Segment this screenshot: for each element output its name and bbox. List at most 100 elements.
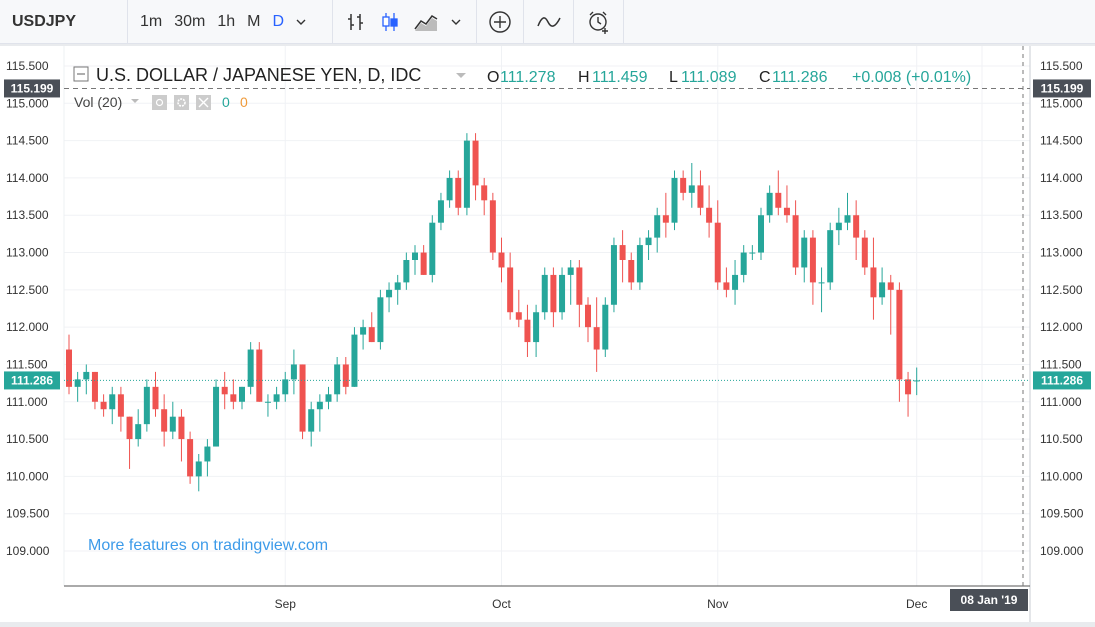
interval-30m[interactable]: 30m xyxy=(174,13,206,30)
candle xyxy=(697,170,704,216)
compare-symbol xyxy=(477,0,524,44)
area-chart-icon[interactable] xyxy=(413,11,439,33)
y-tick-label-right: 114.000 xyxy=(1040,171,1083,185)
candle-body xyxy=(334,364,341,395)
candle xyxy=(879,267,886,305)
candle-body xyxy=(420,252,427,275)
chevron-down-icon[interactable] xyxy=(131,99,139,103)
candle-body xyxy=(169,416,176,432)
candle-body xyxy=(610,245,617,305)
candle xyxy=(593,297,600,372)
candle xyxy=(74,371,81,402)
candle xyxy=(403,252,410,290)
y-tick-label-right: 109.000 xyxy=(1040,544,1084,558)
candle-body xyxy=(308,409,315,432)
candle xyxy=(169,401,176,440)
candle-body xyxy=(645,237,652,246)
y-tick-label-left: 110.500 xyxy=(6,432,49,446)
candle-body xyxy=(559,274,566,313)
candle xyxy=(861,230,868,275)
indicators xyxy=(524,0,574,44)
candle-body xyxy=(377,297,384,343)
volume-value-1: 0 xyxy=(222,94,230,110)
candle xyxy=(905,371,912,417)
chevron-down-icon[interactable] xyxy=(456,73,466,78)
y-tick-label-left: 111.500 xyxy=(6,357,48,371)
candle-body xyxy=(550,274,557,313)
candle-body xyxy=(680,177,687,193)
interval-day[interactable]: D xyxy=(272,13,285,30)
add-circle-icon[interactable] xyxy=(488,10,512,34)
candle xyxy=(463,133,470,216)
candle-body xyxy=(835,222,842,231)
x-tick-label: Nov xyxy=(707,597,728,611)
candle xyxy=(818,267,825,313)
candle xyxy=(264,394,271,417)
interval-month[interactable]: M xyxy=(247,13,261,30)
indicator-wave-icon[interactable] xyxy=(536,12,562,32)
high-value: 111.459 xyxy=(592,69,648,86)
candle xyxy=(446,170,453,208)
candle-chart-icon[interactable] xyxy=(379,11,401,33)
tradingview-link[interactable]: More features on tradingview.com xyxy=(88,537,328,554)
candle xyxy=(472,133,479,201)
last-price-labels: 111.286 111.286 xyxy=(4,371,1091,390)
candle xyxy=(256,342,263,402)
candle-body xyxy=(801,237,808,268)
interval-1m[interactable]: 1m xyxy=(140,13,163,30)
symbol-label[interactable]: USDJPY xyxy=(12,13,77,30)
candle-body xyxy=(135,424,142,440)
candle-body xyxy=(827,230,834,283)
settings-icon[interactable] xyxy=(174,95,189,110)
y-tick-label-left: 114.000 xyxy=(6,171,49,185)
candle-body xyxy=(818,282,825,284)
symbol-search[interactable]: USDJPY xyxy=(0,0,128,44)
candle-body xyxy=(844,215,851,223)
candle xyxy=(360,319,367,350)
chart-type-selector xyxy=(333,0,477,44)
candle xyxy=(195,454,202,492)
candlestick-chart[interactable]: 109.000 109.000 109.500 109.500 110.000 110.0… xyxy=(0,46,1095,622)
candle xyxy=(887,274,894,335)
time-axis: Sep Oct Nov Dec xyxy=(275,597,928,611)
candle-body xyxy=(515,312,522,320)
candle xyxy=(239,386,245,410)
candle-body xyxy=(602,304,609,350)
candle xyxy=(213,379,220,447)
alarm-clock-add-icon[interactable] xyxy=(586,9,612,35)
candle xyxy=(827,222,834,290)
candle-body xyxy=(861,237,868,268)
candle xyxy=(126,416,133,469)
candle xyxy=(429,215,436,283)
chart-area[interactable]: 109.000 109.000 109.500 109.500 110.000 110.0… xyxy=(0,46,1095,622)
candle xyxy=(178,409,185,462)
volume-value-2: 0 xyxy=(240,94,248,110)
candle xyxy=(135,409,142,447)
x-tick-label: Sep xyxy=(275,597,297,611)
chevron-down-icon[interactable] xyxy=(296,18,306,26)
candle-body xyxy=(896,289,903,380)
interval-selector: 1m 30m 1h M D xyxy=(128,0,333,44)
bar-chart-icon[interactable] xyxy=(345,11,367,33)
candle xyxy=(602,297,609,357)
candle-body xyxy=(775,192,782,208)
candle-body xyxy=(204,446,211,462)
candle xyxy=(585,297,591,343)
candle-body xyxy=(386,289,393,298)
candle-body xyxy=(290,364,297,380)
candle xyxy=(853,200,860,260)
candle-body xyxy=(783,207,790,216)
candle xyxy=(489,192,496,260)
eye-icon[interactable] xyxy=(152,95,167,110)
close-value: 111.286 xyxy=(772,69,828,86)
candle xyxy=(688,163,695,208)
chevron-down-icon[interactable] xyxy=(451,18,461,26)
candle xyxy=(437,192,444,231)
candle xyxy=(515,289,522,328)
candle-body xyxy=(853,215,860,238)
candle xyxy=(91,371,98,410)
interval-1h[interactable]: 1h xyxy=(217,13,236,30)
candle-body xyxy=(152,386,159,410)
candles xyxy=(66,133,920,492)
candle-body xyxy=(792,215,799,268)
